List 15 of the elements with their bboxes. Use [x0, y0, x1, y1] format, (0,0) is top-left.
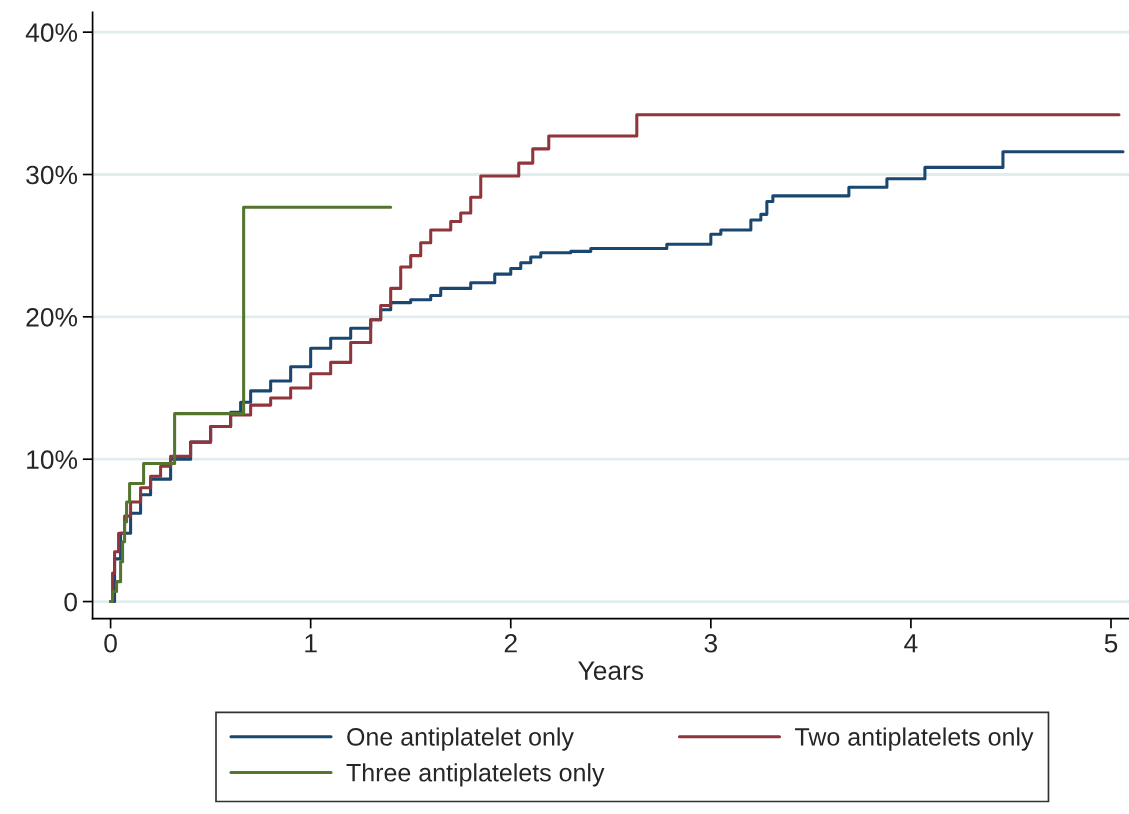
- legend-label: Three antiplatelets only: [346, 763, 605, 787]
- x-tick-label: 3: [704, 633, 718, 653]
- legend-label: Two antiplatelets only: [795, 727, 1034, 751]
- x-tick-label: 5: [1104, 634, 1118, 653]
- x-tick-label: 1: [305, 634, 317, 653]
- y-tick-label: 0: [64, 592, 77, 612]
- x-tick-label: 2: [504, 633, 517, 653]
- x-tick-label: 0: [104, 633, 117, 653]
- x-axis-title: Years: [578, 661, 644, 680]
- y-tick-label: 10%: [27, 450, 78, 470]
- y-tick-label: 40%: [25, 23, 78, 42]
- legend-label: One antiplatelet only: [347, 727, 574, 751]
- y-tick-label: 20%: [26, 307, 78, 327]
- x-tick-label: 4: [904, 634, 918, 653]
- y-tick-label: 30%: [26, 165, 78, 185]
